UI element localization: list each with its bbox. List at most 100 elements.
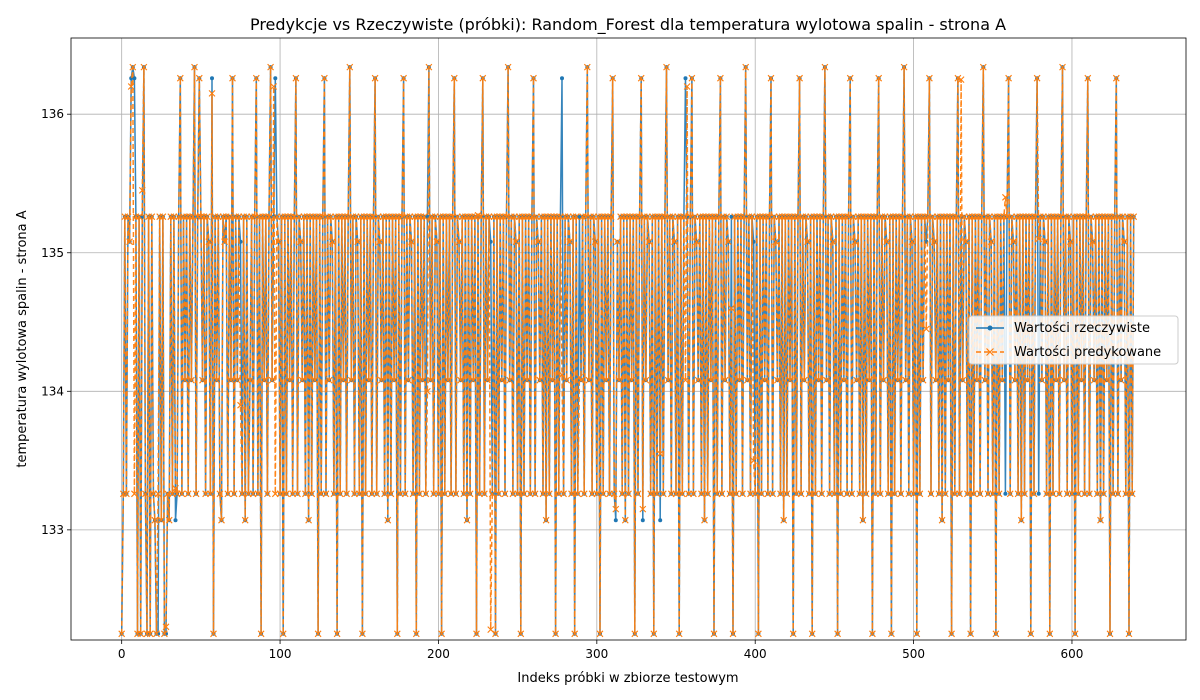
data-point-predicted [287, 213, 295, 221]
data-point-predicted [450, 74, 458, 82]
data-point-predicted [781, 213, 789, 221]
data-point-predicted [1081, 490, 1088, 498]
data-point-predicted [463, 516, 471, 524]
data-point-predicted [210, 630, 217, 638]
data-point-predicted [981, 376, 989, 384]
data-point-predicted [1128, 490, 1136, 498]
data-point-predicted [663, 63, 670, 71]
data-point-predicted [758, 490, 765, 498]
data-point-predicted [195, 74, 203, 82]
data-point-predicted [994, 213, 1001, 221]
data-point-predicted [530, 74, 537, 82]
data-point-predicted [454, 213, 461, 221]
data-point-predicted [340, 376, 347, 384]
data-point-predicted [732, 490, 740, 498]
data-point-predicted [710, 630, 718, 638]
data-point-predicted [419, 376, 426, 384]
x-tick-label: 0 [118, 647, 126, 661]
data-point-actual [640, 518, 645, 523]
data-point-predicted [892, 213, 900, 221]
data-point-predicted [1093, 490, 1101, 498]
data-point-predicted [599, 490, 607, 498]
data-point-predicted [827, 213, 835, 221]
data-point-predicted [302, 490, 309, 498]
data-point-predicted [306, 213, 314, 221]
data-point-predicted [1043, 490, 1050, 498]
data-point-predicted [335, 213, 343, 221]
data-point-predicted [355, 490, 363, 498]
x-tick-label: 500 [902, 647, 925, 661]
data-point-predicted [1076, 213, 1084, 221]
data-point-predicted [889, 213, 897, 221]
data-point-predicted [237, 401, 244, 409]
data-point-predicted [422, 490, 430, 498]
data-point-actual [132, 76, 137, 81]
data-point-predicted [443, 213, 450, 221]
data-point-predicted [119, 490, 127, 498]
data-point-predicted [614, 238, 621, 246]
x-tick-label: 100 [269, 647, 292, 661]
data-point-predicted [167, 213, 175, 221]
data-point-predicted [365, 376, 373, 384]
data-point-predicted [1111, 213, 1119, 221]
data-point-predicted [308, 490, 316, 498]
data-point-predicted [709, 213, 716, 221]
data-point-predicted [183, 213, 190, 221]
data-point-predicted [1025, 213, 1033, 221]
data-point-predicted [922, 325, 930, 333]
data-point-predicted [938, 516, 946, 524]
data-point-predicted [734, 213, 742, 221]
data-point-predicted [564, 213, 572, 221]
data-point-predicted [552, 630, 559, 638]
data-point-predicted [846, 74, 854, 82]
data-point-predicted [1130, 213, 1138, 221]
data-point-predicted [804, 238, 811, 246]
data-point-predicted [888, 630, 895, 638]
data-point-predicted [952, 213, 960, 221]
data-point-predicted [416, 490, 423, 498]
data-point-predicted [712, 213, 719, 221]
data-point-predicted [363, 213, 371, 221]
data-point-predicted [775, 213, 783, 221]
data-point-predicted [549, 376, 556, 384]
data-point-predicted [260, 376, 268, 384]
data-point-predicted [305, 516, 312, 524]
data-point-predicted [462, 213, 469, 221]
data-point-predicted [933, 213, 941, 221]
data-point-predicted [905, 490, 913, 498]
data-point-predicted [612, 505, 620, 513]
chart-title: Predykcje vs Rzeczywiste (próbki): Rando… [250, 15, 1006, 35]
data-point-predicted [572, 213, 580, 221]
data-point-predicted [729, 630, 737, 638]
data-point-predicted [207, 490, 214, 498]
data-point-predicted [488, 490, 496, 498]
data-point-predicted [604, 213, 612, 221]
data-point-predicted [1063, 490, 1071, 498]
data-point-predicted [241, 516, 249, 524]
data-point-predicted [1024, 376, 1031, 384]
data-point-predicted [495, 490, 502, 498]
data-point-predicted [400, 74, 407, 82]
data-point-actual [560, 76, 564, 81]
data-point-predicted [1098, 213, 1106, 221]
data-point-predicted [384, 516, 392, 524]
data-point-predicted [1002, 193, 1009, 201]
data-point-predicted [1092, 213, 1100, 221]
data-point-predicted [351, 490, 358, 498]
data-point-predicted [968, 213, 976, 221]
data-point-actual [273, 76, 278, 81]
data-point-predicted [560, 490, 567, 498]
x-tick-label: 400 [744, 647, 767, 661]
data-point-predicted [186, 213, 194, 221]
data-point-predicted [919, 376, 927, 384]
data-point-predicted [550, 213, 558, 221]
data-point-predicted [941, 490, 949, 498]
data-point-predicted [178, 490, 186, 498]
data-point-predicted [1055, 490, 1063, 498]
data-point-predicted [154, 490, 162, 498]
y-tick-label: 135 [41, 246, 64, 260]
y-tick-label: 134 [41, 384, 64, 398]
data-point-predicted [205, 238, 213, 246]
data-point-predicted [596, 630, 604, 638]
